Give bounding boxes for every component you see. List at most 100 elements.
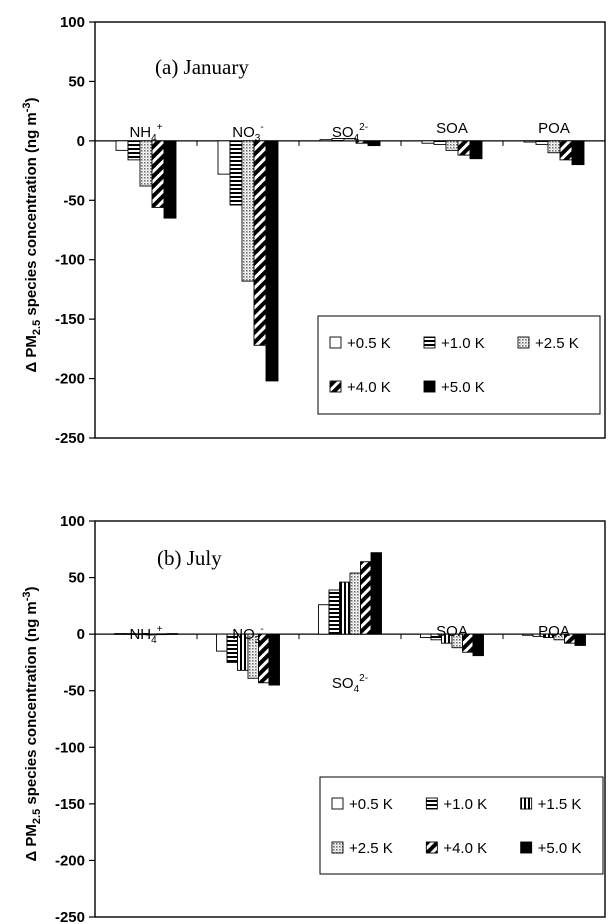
y-tick-label: -50 — [63, 683, 85, 700]
category-label-sup: + — [157, 624, 163, 635]
legend-box — [317, 315, 601, 415]
y-axis-title-part: species concentration (ng m — [23, 112, 40, 320]
category-label: NO3- — [232, 122, 263, 144]
category-label-sub: 4 — [354, 133, 360, 144]
category-label-sup: - — [260, 122, 263, 133]
bar — [115, 140, 129, 151]
y-axis-title-part: ) — [23, 97, 40, 102]
y-axis-title-sup: -3 — [21, 591, 33, 601]
legend-label: +0.5 K — [349, 796, 393, 813]
y-tick-label: -200 — [55, 371, 85, 388]
category-label-sub: 3 — [255, 133, 261, 144]
bar — [535, 140, 549, 145]
y-tick-label: -100 — [55, 252, 85, 269]
legend-label: +0.5 K — [347, 335, 391, 352]
category-label-sub: 3 — [255, 635, 261, 646]
bar — [421, 140, 435, 144]
legend-label: +1.5 K — [538, 796, 582, 813]
legend-swatch — [425, 841, 438, 854]
legend: +0.5 K +1.0 K +2.5 K +4.0 K +5.0 K — [317, 315, 601, 415]
category-label-base: POA — [538, 120, 570, 137]
category-label-sub: 4 — [151, 133, 157, 144]
legend-label: +5.0 K — [538, 840, 582, 857]
bar — [547, 140, 561, 154]
category-label-sup: 2- — [359, 122, 368, 133]
y-tick-label: -150 — [55, 796, 85, 813]
y-tick-label: -100 — [55, 739, 85, 756]
category-label-sub: 4 — [354, 684, 360, 695]
bar — [216, 633, 228, 652]
legend-label: +2.5 K — [349, 840, 393, 857]
plot-frame — [94, 21, 606, 439]
y-tick-label: 100 — [60, 14, 85, 31]
category-label-base: SOA — [436, 120, 468, 137]
y-tick-label: -200 — [55, 852, 85, 869]
bar — [522, 633, 534, 636]
y-axis-title-part: Δ PM — [23, 824, 40, 861]
legend: +0.5 K +1.0 K +1.5 K +2.5 K +4.0 K +5.0 K — [319, 776, 604, 875]
bar — [229, 140, 243, 206]
legend-swatch — [329, 380, 342, 393]
legend-label: +4.0 K — [347, 379, 391, 396]
category-label-base: SO — [332, 675, 354, 692]
category-label-base: NH — [129, 626, 151, 643]
bar — [139, 140, 153, 187]
bar — [217, 140, 231, 175]
legend-swatch — [423, 380, 436, 393]
y-tick-label: -250 — [55, 430, 85, 447]
category-label-base: SO — [332, 124, 354, 141]
bar — [360, 561, 372, 635]
bar — [559, 140, 573, 161]
bar — [367, 140, 381, 147]
y-tick-label: 50 — [68, 73, 85, 90]
bar — [343, 138, 357, 142]
y-tick-label: 0 — [77, 626, 85, 643]
category-label: SOA — [436, 120, 468, 137]
category-label: SO42- — [332, 122, 368, 144]
y-axis-title: Δ PM2.5 species concentration (ng m-3) — [21, 97, 43, 372]
panel-title: (a) January — [155, 55, 249, 79]
category-label: POA — [538, 623, 570, 640]
bar — [472, 633, 484, 657]
y-tick-label: 100 — [60, 513, 85, 530]
category-label: SO42- — [332, 673, 368, 695]
y-axis-title-part: species concentration (ng m — [23, 601, 40, 809]
legend-swatch — [329, 336, 342, 349]
category-label-sub: 4 — [151, 635, 157, 646]
legend-swatch — [331, 841, 344, 854]
bar — [328, 589, 340, 635]
category-label-sup: 2- — [359, 673, 368, 684]
bar — [268, 633, 280, 686]
bar — [114, 633, 126, 635]
legend-label: +1.0 K — [443, 796, 487, 813]
legend-swatch — [331, 797, 344, 810]
legend-swatch — [425, 797, 438, 810]
category-label: NO3- — [232, 624, 263, 646]
legend-label: +1.0 K — [441, 335, 485, 352]
category-label-base: SOA — [436, 623, 468, 640]
bar — [253, 140, 267, 346]
legend-box — [319, 776, 604, 875]
y-tick-label: 50 — [68, 570, 85, 587]
y-axis-title-sub: 2.5 — [31, 809, 43, 824]
bar — [571, 140, 585, 166]
category-label: SOA — [436, 623, 468, 640]
category-label-base: NH — [129, 124, 151, 141]
y-axis-title-part: ) — [23, 586, 40, 591]
bar — [265, 140, 279, 382]
legend-label: +5.0 K — [441, 379, 485, 396]
bar — [574, 633, 586, 646]
category-label-sup: - — [260, 624, 263, 635]
bar — [127, 140, 141, 161]
bar — [319, 139, 333, 142]
bar — [318, 604, 330, 635]
y-tick-label: -50 — [63, 192, 85, 209]
bar — [349, 572, 361, 635]
bar — [241, 140, 255, 282]
panel-title: (b) July — [157, 546, 222, 570]
legend-label: +2.5 K — [535, 335, 579, 352]
category-label-base: NO — [232, 124, 255, 141]
